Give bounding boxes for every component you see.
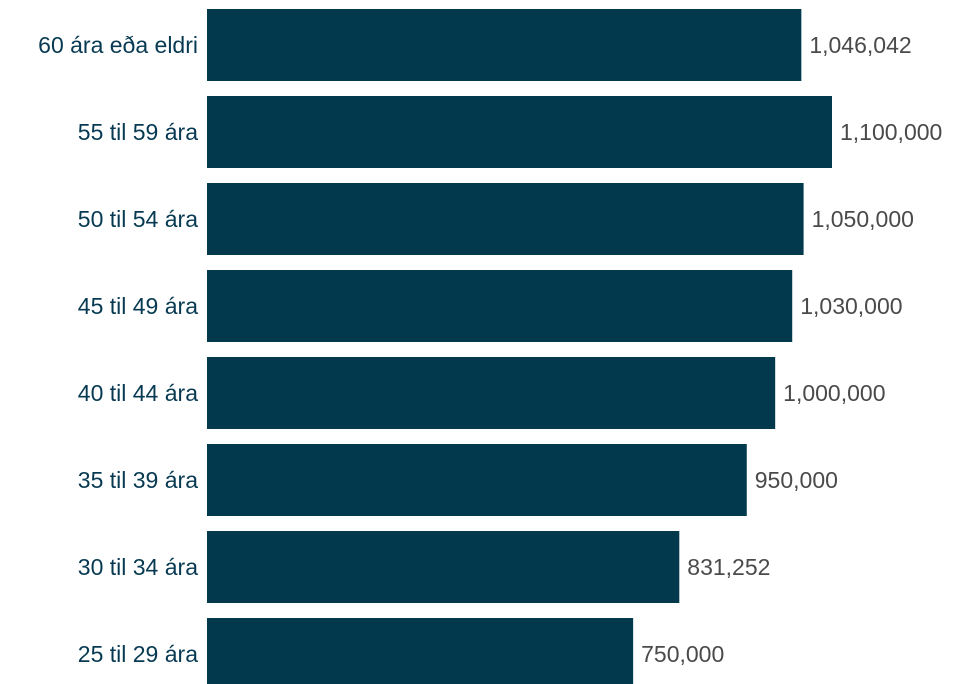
category-label-2: 50 til 54 ára (78, 206, 198, 232)
bar-0 (207, 9, 802, 81)
value-label-0: 1,046,042 (809, 32, 911, 58)
bar-6 (207, 531, 680, 603)
category-label-7: 25 til 29 ára (78, 641, 198, 667)
value-labels: 1,046,042 1,100,000 1,050,000 1,030,000 1,00… (641, 32, 942, 667)
bar-7 (207, 618, 634, 684)
value-label-5: 950,000 (755, 467, 838, 493)
value-label-1: 1,100,000 (840, 119, 942, 145)
category-label-4: 40 til 44 ára (78, 380, 198, 406)
value-label-6: 831,252 (687, 554, 770, 580)
bar-5 (207, 444, 747, 516)
category-labels: 60 ára eða eldri 55 til 59 ára 50 til 54 á… (38, 32, 198, 667)
category-label-1: 55 til 59 ára (78, 119, 198, 145)
category-label-3: 45 til 49 ára (78, 293, 198, 319)
bar-2 (207, 183, 804, 255)
category-label-6: 30 til 34 ára (78, 554, 198, 580)
value-label-3: 1,030,000 (800, 293, 902, 319)
category-label-0: 60 ára eða eldri (38, 32, 198, 58)
value-label-2: 1,050,000 (812, 206, 914, 232)
bars-group (207, 9, 832, 684)
bar-3 (207, 270, 793, 342)
value-label-4: 1,000,000 (783, 380, 885, 406)
bar-4 (207, 357, 776, 429)
category-label-5: 35 til 39 ára (78, 467, 198, 493)
bar-1 (207, 96, 832, 168)
value-label-7: 750,000 (641, 641, 724, 667)
